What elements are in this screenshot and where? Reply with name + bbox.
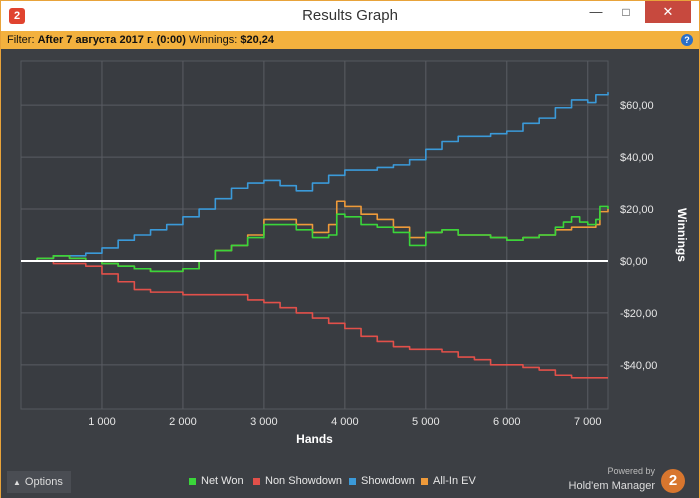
legend-swatch xyxy=(253,477,260,485)
maximize-button[interactable]: □ xyxy=(622,5,630,19)
powered-by: Powered by Hold'em Manager xyxy=(569,465,655,494)
series-line-showdown xyxy=(21,92,609,262)
minimize-button[interactable]: — xyxy=(589,4,603,19)
x-axis-label: Hands xyxy=(296,432,333,446)
y-tick-label: $60,00 xyxy=(620,100,654,112)
legend-swatch xyxy=(189,477,196,485)
y-tick-label: -$40,00 xyxy=(620,360,657,372)
help-icon[interactable]: ? xyxy=(681,34,693,46)
x-tick-label: 6 000 xyxy=(493,416,521,428)
options-label: Options xyxy=(24,476,63,488)
legend-item-net-won[interactable]: Net Won xyxy=(189,475,244,487)
results-chart: 1 000 2 000 3 000 4 000 5 000 6 000 7 000 $60,0… xyxy=(1,49,699,465)
y-axis-label: Winnings xyxy=(675,208,689,262)
winnings-label: Winnings: xyxy=(188,34,238,46)
window-title: Results Graph xyxy=(302,7,398,24)
legend-swatch xyxy=(349,477,356,485)
legend-label: Non Showdown xyxy=(265,475,343,487)
legend-label: Showdown xyxy=(361,475,415,487)
winnings-value: $20,24 xyxy=(240,34,274,46)
y-tick-label: $0,00 xyxy=(620,256,648,268)
y-tick-label: $40,00 xyxy=(620,152,654,164)
title-bar[interactable]: 2 Results Graph — □ ✕ xyxy=(1,1,699,31)
y-tick-label: -$20,00 xyxy=(620,308,657,320)
series-line-net-won xyxy=(21,205,609,273)
legend-label: Net Won xyxy=(201,475,244,487)
legend-item-showdown[interactable]: Showdown xyxy=(349,475,415,487)
options-button[interactable]: ▲ Options xyxy=(7,471,71,493)
plot-area xyxy=(20,60,609,410)
legend-item-non-showdown[interactable]: Non Showdown xyxy=(253,475,342,487)
bottom-bar: ▲ Options Net Won Non Showdown Showdown A… xyxy=(1,465,699,498)
legend-item-all-in-ev[interactable]: All-In EV xyxy=(421,475,476,487)
close-button[interactable]: ✕ xyxy=(645,1,691,23)
filter-bar: Filter: After 7 августа 2017 г. (0:00) W… xyxy=(1,31,699,49)
app-logo-icon: 2 xyxy=(9,8,25,24)
x-tick-label: 7 000 xyxy=(574,416,602,428)
brand-name: Hold'em Manager xyxy=(568,480,655,492)
x-tick-label: 2 000 xyxy=(169,416,197,428)
options-arrow-icon: ▲ xyxy=(13,478,21,487)
filter-value: After 7 августа 2017 г. (0:00) xyxy=(37,34,186,46)
x-tick-label: 5 000 xyxy=(412,416,440,428)
holdem-manager-logo-icon: 2 xyxy=(661,469,685,493)
x-tick-label: 4 000 xyxy=(331,416,359,428)
results-chart-svg: 1 000 2 000 3 000 4 000 5 000 6 000 7 000 $60,0… xyxy=(20,60,689,446)
powered-by-text: Powered by xyxy=(607,466,655,476)
x-tick-label: 1 000 xyxy=(88,416,116,428)
series-line-non-showdown xyxy=(21,260,608,379)
x-tick-label: 3 000 xyxy=(250,416,278,428)
legend-swatch xyxy=(421,477,428,485)
filter-label: Filter: xyxy=(7,34,35,46)
y-tick-label: $20,00 xyxy=(620,204,654,216)
legend-label: All-In EV xyxy=(433,475,476,487)
